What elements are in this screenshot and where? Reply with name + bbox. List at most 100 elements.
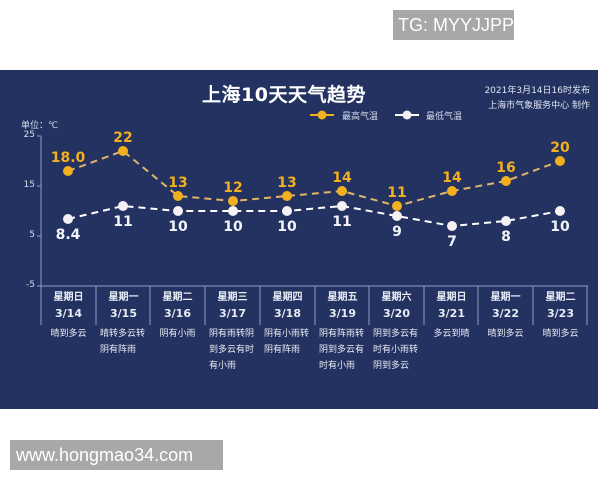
low-temp-point [173,206,183,216]
weather-description: 晴转多云转 阴有阵雨 [100,329,146,355]
high-temp-point [392,201,402,211]
low-temp-label: 11 [113,214,132,230]
high-temp-label: 16 [496,160,515,176]
date-label: 3/14 [55,307,82,320]
low-temp-point [555,206,565,216]
weather-description: 阴到多云有 时有小雨转 阴到多云 [373,329,419,371]
low-temp-point [228,206,238,216]
weather-description: 阴有阵雨转 阴到多云有 时有小雨 [319,329,365,371]
weekday-label: 星期二 [545,292,576,303]
date-label: 3/16 [164,307,191,320]
y-tick-neg5: -5 [26,280,35,290]
high-temp-point [337,186,347,196]
date-label: 3/21 [438,307,465,320]
chart-title: 上海10天天气趋势 [202,84,366,106]
low-temp-point [118,201,128,211]
high-temp-line [67,149,561,208]
weather-description: 晴到多云 [487,329,524,339]
low-temp-label: 9 [392,224,402,240]
high-temp-label: 14 [442,170,462,186]
low-temp-label: 8 [501,229,511,245]
legend-high-label: 最高气温 [342,112,379,122]
date-label: 3/15 [110,307,137,320]
weather-description: 晴到多云 [50,329,87,339]
weekday-label: 星期五 [327,292,358,303]
y-axis [37,135,42,287]
watermark-top-right: TG: MYYJJPP [393,10,514,40]
weather-description: 阴有小雨 [159,329,196,339]
low-temp-label: 10 [550,219,570,235]
high-temp-point [501,176,511,186]
unit-label: 单位：℃ [21,121,59,131]
low-temp-point [392,211,402,221]
high-temp-point [63,166,73,176]
day-column: 星期六 3/20 阴到多云有 时有小雨转 阴到多云 [369,290,424,374]
y-tick-25: 25 [23,130,35,140]
watermark-bottom-left: www.hongmao34.com [10,440,223,470]
date-label: 3/22 [492,307,519,320]
weekday-label: 星期日 [436,292,467,303]
high-temp-point [173,191,183,201]
low-temp-point [282,206,292,216]
low-temp-label: 10 [223,219,243,235]
low-temp-label: 10 [277,219,297,235]
weather-description: 晴到多云 [542,329,579,339]
weekday-label: 星期一 [108,292,139,303]
date-label: 3/18 [274,307,301,320]
low-temp-label: 7 [447,234,457,250]
low-temp-line [67,204,561,228]
high-temp-label: 20 [550,140,570,156]
high-temp-label: 11 [387,185,406,201]
day-column: 星期三 3/17 阴有雨转阴 到多云有时 有小雨 [205,290,260,374]
weekday-label: 星期四 [272,292,303,303]
legend-low-marker-icon [395,110,419,120]
low-temp-point [501,216,511,226]
weekday-label: 星期二 [162,292,193,303]
low-temp-label: 10 [168,219,188,235]
legend-low-label: 最低气温 [426,112,463,122]
day-column: 星期五 3/19 阴有阵雨转 阴到多云有 时有小雨 [315,290,370,374]
weather-description: 阴有雨转阴 到多云有时 有小雨 [209,329,255,371]
legend-high-marker-icon [310,110,334,120]
day-column: 星期二 3/23 晴到多云 [533,290,588,342]
weather-description: 阴有小雨转 阴有阵雨 [264,329,310,355]
low-temp-point [337,201,347,211]
high-temp-label: 12 [223,180,242,196]
y-tick-15: 15 [23,180,35,190]
high-temp-point [555,156,565,166]
producer: 上海市气象服务中心 制作 [488,101,590,111]
publish-info: 2021年3月14日16时发布 上海市气象服务中心 制作 [484,84,590,114]
weather-panel [0,70,598,409]
day-column: 星期一 3/15 晴转多云转 阴有阵雨 [96,290,151,358]
high-temp-point [228,196,238,206]
weekday-label: 星期六 [381,292,412,303]
x-axis-grid [37,285,588,325]
weekday-label: 星期三 [217,292,248,303]
day-column: 星期日 3/21 多云到晴 [424,290,479,342]
low-temp-point [447,221,457,231]
weekday-label: 星期日 [53,292,84,303]
high-temp-label: 13 [168,175,187,191]
low-temp-label: 8.4 [56,227,81,243]
day-column: 星期二 3/16 阴有小雨 [150,290,205,342]
y-tick-5: 5 [29,230,35,240]
high-temp-point [447,186,457,196]
date-label: 3/20 [383,307,410,320]
high-temp-label: 18.0 [51,150,86,166]
weather-description: 多云到晴 [433,329,470,339]
high-temp-label: 14 [332,170,352,186]
publish-time: 2021年3月14日16时发布 [484,86,590,96]
date-label: 3/19 [329,307,356,320]
weekday-label: 星期一 [490,292,521,303]
day-column: 星期一 3/22 晴到多云 [478,290,533,342]
series-layer: 18.0 22 13 12 13 14 11 14 16 20 8.4 11 10 10 10 11 9 7 8 10 [51,130,570,250]
date-label: 3/23 [547,307,574,320]
high-temp-label: 13 [277,175,296,191]
high-temp-point [282,191,292,201]
date-label: 3/17 [219,307,246,320]
low-temp-label: 11 [332,214,351,230]
day-column: 星期四 3/18 阴有小雨转 阴有阵雨 [260,290,315,358]
low-temp-point [63,214,73,224]
high-temp-label: 22 [113,130,132,146]
